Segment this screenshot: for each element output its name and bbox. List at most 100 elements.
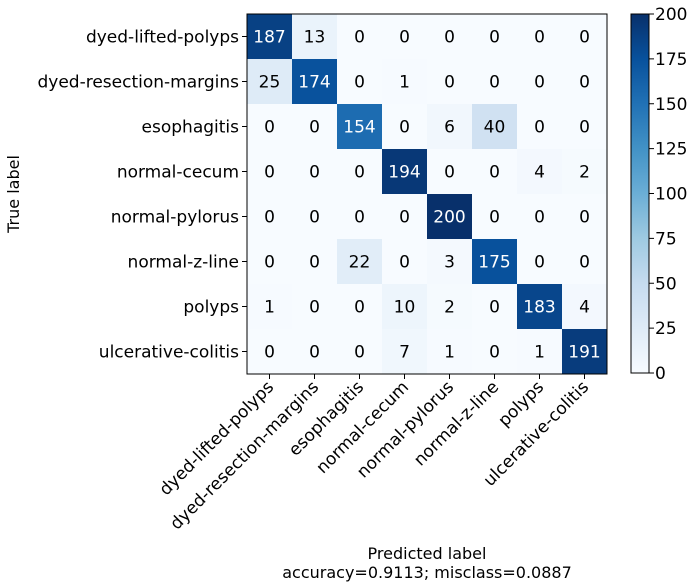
- cell-value-label: 0: [534, 253, 545, 273]
- cell-value-label: 0: [579, 118, 590, 138]
- heatmap-cell: [472, 104, 517, 149]
- heatmap-cell: [472, 59, 517, 104]
- y-tick-label: dyed-resection-margins: [38, 73, 240, 93]
- heatmap-cell: [427, 104, 472, 149]
- y-axis-ticks: dyed-lifted-polyps dyed-resection-margins…: [38, 28, 247, 363]
- cell-value-label: 10: [394, 298, 416, 318]
- cell-value-label: 0: [489, 343, 500, 363]
- heatmap-cell: [472, 149, 517, 194]
- heatmap-cell: [517, 239, 562, 284]
- cell-value-label: 25: [259, 73, 281, 93]
- y-tick-label: dyed-lifted-polyps: [86, 28, 239, 48]
- cell-value-label: 0: [489, 208, 500, 228]
- cell-value-label: 1: [399, 73, 410, 93]
- cell-value-label: 0: [309, 118, 320, 138]
- colorbar-tick-label: 50: [655, 274, 677, 294]
- y-tick-label: normal-z-line: [128, 253, 239, 273]
- cell-value-label: 0: [264, 163, 275, 183]
- axes-frame: [246, 13, 608, 375]
- heatmap-cell: [427, 59, 472, 104]
- heatmap-cell: [382, 149, 427, 194]
- cell-value-label: 0: [579, 28, 590, 48]
- heatmap-cell: [427, 149, 472, 194]
- heatmap-cell: [382, 194, 427, 239]
- cell-value-label: 0: [309, 163, 320, 183]
- colorbar-tick-label: 75: [655, 229, 677, 249]
- heatmap-cell: [382, 329, 427, 374]
- cell-value-label: 0: [579, 73, 590, 93]
- y-tick-label: normal-cecum: [117, 163, 239, 183]
- heatmap-cell: [247, 239, 292, 284]
- cell-value-label: 183: [523, 298, 555, 318]
- cell-value-label: 0: [399, 28, 410, 48]
- heatmap-cell: [427, 329, 472, 374]
- cell-value-label: 0: [309, 253, 320, 273]
- cell-value-label: 0: [489, 28, 500, 48]
- heatmap-cell: [247, 104, 292, 149]
- y-tick-label: normal-pylorus: [111, 208, 239, 228]
- heatmap-cell: [382, 239, 427, 284]
- heatmap-cells: [247, 14, 607, 374]
- cell-value-label: 154: [343, 118, 375, 138]
- cell-value-label: 0: [444, 73, 455, 93]
- cell-value-label: 0: [489, 163, 500, 183]
- y-tick-label: polyps: [183, 298, 239, 318]
- heatmap-cell: [562, 329, 607, 374]
- y-axis-label: True label: [4, 155, 23, 234]
- cell-value-label: 4: [579, 298, 590, 318]
- colorbar-tick-label: 25: [655, 319, 677, 339]
- cell-value-label: 0: [354, 298, 365, 318]
- colorbar-ticks: 0 25 50 75 100 125 150 175 200: [649, 5, 687, 384]
- colorbar: [631, 14, 649, 373]
- heatmap-cell: [382, 104, 427, 149]
- heatmap-cell: [427, 284, 472, 329]
- heatmap-cell: [472, 14, 517, 59]
- colorbar-tick-label: 200: [655, 5, 687, 25]
- cell-value-label: 0: [264, 118, 275, 138]
- cell-value-label: 175: [478, 253, 510, 273]
- cell-value-label: 0: [579, 208, 590, 228]
- heatmap-cell: [472, 284, 517, 329]
- cell-value-label: 174: [298, 73, 330, 93]
- heatmap-cell: [562, 14, 607, 59]
- cell-value-label: 187: [253, 28, 285, 48]
- heatmap-cell: [337, 329, 382, 374]
- heatmap-cell: [472, 329, 517, 374]
- cell-value-label: 13: [304, 28, 326, 48]
- cell-value-label: 0: [264, 253, 275, 273]
- colorbar-tick-label: 150: [655, 95, 687, 115]
- cell-value-label: 194: [388, 163, 420, 183]
- cell-value-label: 0: [354, 163, 365, 183]
- cell-value-label: 2: [579, 163, 590, 183]
- cell-value-label: 0: [354, 208, 365, 228]
- cell-value-label: 0: [309, 298, 320, 318]
- heatmap-cell: [247, 59, 292, 104]
- heatmap-cell: [382, 284, 427, 329]
- colorbar-tick-label: 175: [655, 50, 687, 70]
- heatmap-cell: [562, 149, 607, 194]
- heatmap-cell: [382, 59, 427, 104]
- heatmap-cell: [292, 104, 337, 149]
- cell-value-label: 0: [489, 73, 500, 93]
- x-axis-ticks: dyed-lifted-polypsdyed-resection-margins…: [156, 374, 593, 534]
- cell-value-label: 40: [484, 118, 506, 138]
- heatmap-cell: [247, 14, 292, 59]
- cell-value-label: 0: [444, 28, 455, 48]
- heatmap-cell: [517, 104, 562, 149]
- cell-value-label: 0: [264, 343, 275, 363]
- heatmap-cell: [337, 194, 382, 239]
- heatmap-cell: [247, 329, 292, 374]
- cell-value-label: 0: [444, 163, 455, 183]
- cell-value-label: 0: [399, 208, 410, 228]
- cell-value-label: 0: [534, 118, 545, 138]
- heatmap-cell: [292, 284, 337, 329]
- heatmap-cell: [382, 14, 427, 59]
- heatmap-cell: [562, 194, 607, 239]
- cell-value-label: 0: [534, 73, 545, 93]
- heatmap-cell: [337, 239, 382, 284]
- heatmap-cell: [337, 149, 382, 194]
- cell-value-label: 2: [444, 298, 455, 318]
- heatmap-cell: [292, 194, 337, 239]
- heatmap-cell: [472, 239, 517, 284]
- heatmap-cell: [337, 104, 382, 149]
